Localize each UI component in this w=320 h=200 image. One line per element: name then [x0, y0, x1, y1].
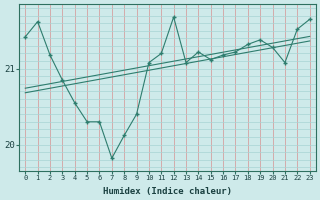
- X-axis label: Humidex (Indice chaleur): Humidex (Indice chaleur): [103, 187, 232, 196]
